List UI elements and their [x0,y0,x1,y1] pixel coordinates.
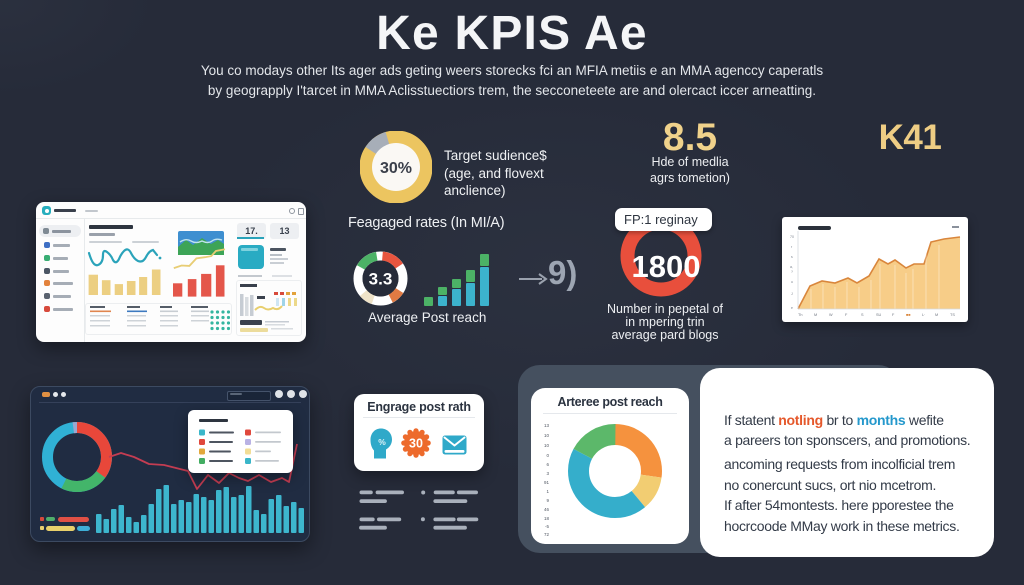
svg-text:■■: ■■ [906,313,911,317]
svg-text:a,: a, [790,265,793,269]
svg-text:3.3: 3.3 [369,270,393,289]
svg-text:TS: TS [950,313,955,317]
svg-text:30%: 30% [380,160,412,177]
svg-text:Th: Th [798,313,802,317]
svg-text:J: J [791,292,793,296]
svg-text:F: F [892,313,895,317]
svg-text:10: 10 [544,443,550,448]
svg-text:0: 0 [546,453,549,458]
svg-text:s: s [791,255,793,259]
svg-text:M: M [935,313,938,317]
svg-text:e: e [791,306,793,310]
svg-text:1: 1 [546,489,549,494]
svg-text:3: 3 [546,471,549,476]
svg-text:-5: -5 [545,524,549,529]
svg-text:30: 30 [409,437,423,451]
svg-text:SU: SU [876,313,882,317]
svg-text:46: 46 [544,507,550,512]
svg-text:L·: L· [922,313,925,317]
svg-text:72: 72 [544,532,550,537]
svg-text:%: % [378,437,386,447]
svg-text:70: 70 [790,235,794,239]
svg-text:r: r [791,245,793,249]
svg-text:W: W [829,313,833,317]
svg-text:?: ? [791,270,793,274]
svg-text:91: 91 [544,480,550,485]
svg-text:10: 10 [544,433,550,438]
svg-text:9: 9 [546,498,549,503]
svg-text:18: 18 [544,516,550,521]
svg-text:13: 13 [544,423,550,428]
svg-text:M: M [814,313,817,317]
svg-text:S: S [861,313,864,317]
svg-text:u: u [791,280,793,284]
svg-text:6: 6 [546,462,549,467]
svg-text:F: F [845,313,848,317]
